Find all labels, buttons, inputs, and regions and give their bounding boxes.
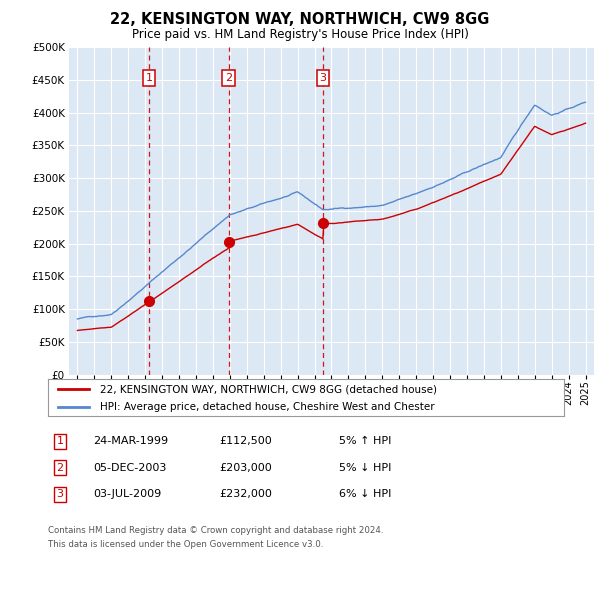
Text: 05-DEC-2003: 05-DEC-2003: [93, 463, 166, 473]
Text: £112,500: £112,500: [219, 437, 272, 446]
Text: £232,000: £232,000: [219, 490, 272, 499]
Text: HPI: Average price, detached house, Cheshire West and Chester: HPI: Average price, detached house, Ches…: [100, 402, 434, 412]
Text: 03-JUL-2009: 03-JUL-2009: [93, 490, 161, 499]
Text: £203,000: £203,000: [219, 463, 272, 473]
Text: 24-MAR-1999: 24-MAR-1999: [93, 437, 168, 446]
Text: 22, KENSINGTON WAY, NORTHWICH, CW9 8GG (detached house): 22, KENSINGTON WAY, NORTHWICH, CW9 8GG (…: [100, 384, 437, 394]
Text: Contains HM Land Registry data © Crown copyright and database right 2024.: Contains HM Land Registry data © Crown c…: [48, 526, 383, 535]
Text: 22, KENSINGTON WAY, NORTHWICH, CW9 8GG: 22, KENSINGTON WAY, NORTHWICH, CW9 8GG: [110, 12, 490, 27]
Text: 6% ↓ HPI: 6% ↓ HPI: [339, 490, 391, 499]
Text: Price paid vs. HM Land Registry's House Price Index (HPI): Price paid vs. HM Land Registry's House …: [131, 28, 469, 41]
Text: 1: 1: [146, 73, 152, 83]
Text: 2: 2: [56, 463, 64, 473]
Text: 3: 3: [56, 490, 64, 499]
Text: 1: 1: [56, 437, 64, 446]
Text: 5% ↓ HPI: 5% ↓ HPI: [339, 463, 391, 473]
Text: 5% ↑ HPI: 5% ↑ HPI: [339, 437, 391, 446]
Text: 2: 2: [225, 73, 232, 83]
Text: This data is licensed under the Open Government Licence v3.0.: This data is licensed under the Open Gov…: [48, 540, 323, 549]
Text: 3: 3: [320, 73, 326, 83]
